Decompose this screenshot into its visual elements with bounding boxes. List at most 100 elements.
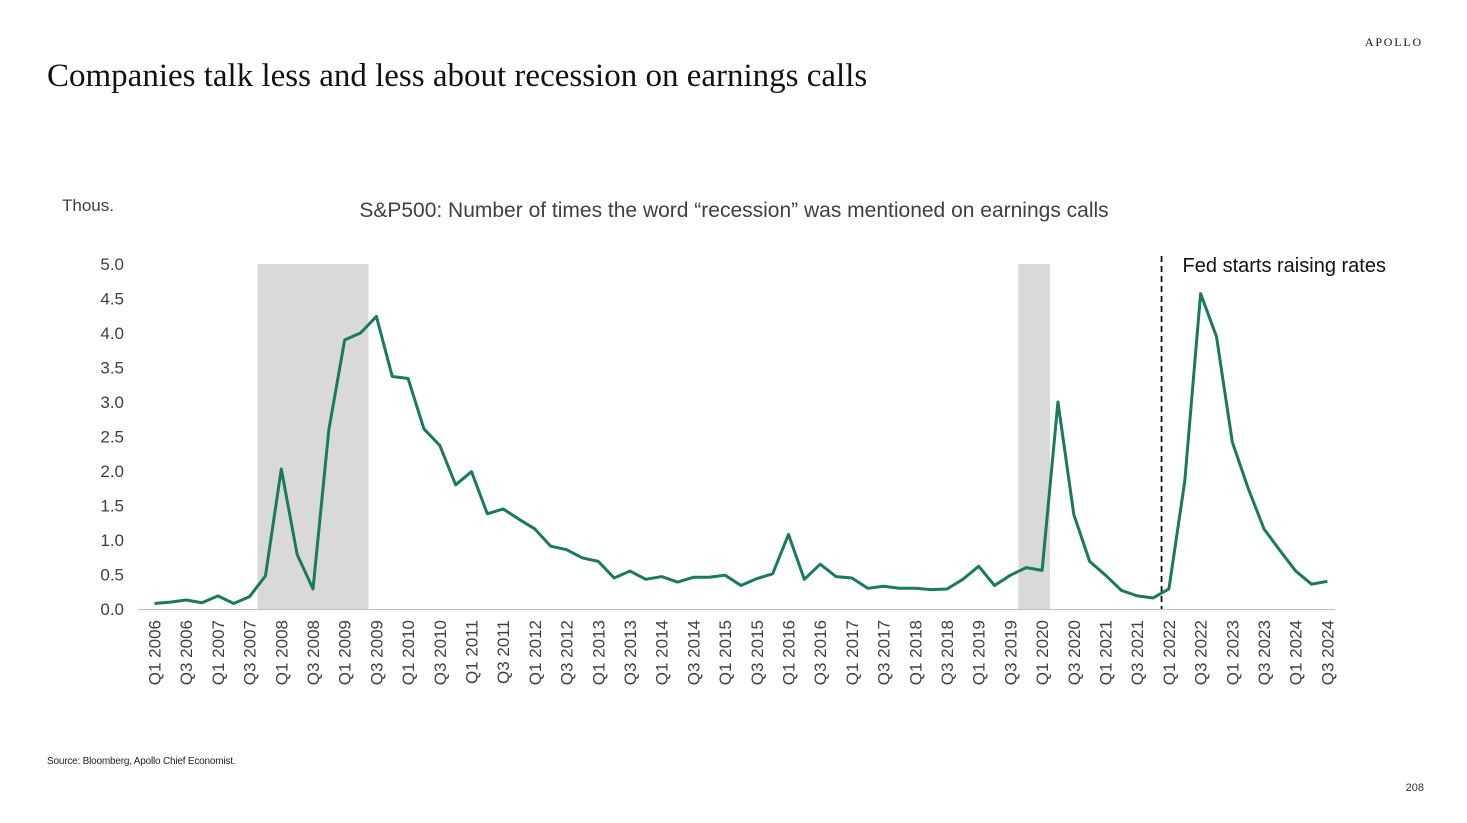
x-tick-label: Q1 2008: [272, 620, 291, 685]
data-point: [1120, 589, 1123, 592]
data-point: [1263, 527, 1266, 530]
data-point: [629, 570, 632, 573]
data-point: [771, 572, 774, 575]
data-point: [724, 574, 727, 577]
data-point: [613, 576, 616, 579]
data-point: [232, 602, 235, 605]
data-point: [312, 587, 315, 590]
x-tick-label: Q1 2009: [336, 620, 355, 685]
data-point: [454, 483, 457, 486]
data-point: [1183, 480, 1186, 483]
brand-logo: APOLLO: [1364, 35, 1423, 49]
recession-band-2: [1018, 264, 1051, 609]
data-point: [1072, 513, 1075, 516]
data-point: [946, 587, 949, 590]
data-point: [866, 587, 869, 590]
x-tick-label: Q1 2010: [399, 620, 418, 685]
x-tick-label: Q1 2012: [526, 620, 545, 685]
data-point: [914, 587, 917, 590]
data-point: [359, 332, 362, 335]
x-tick-label: Q3 2010: [431, 620, 450, 685]
data-point: [1041, 569, 1044, 572]
x-tick-label: Q3 2013: [621, 620, 640, 685]
x-tick-label: Q3 2012: [558, 620, 577, 685]
data-point: [1326, 580, 1329, 583]
recession-band-1: [257, 264, 369, 609]
data-point: [692, 576, 695, 579]
x-tick-label: Q1 2013: [589, 620, 608, 685]
x-tick-label: Q3 2008: [304, 620, 323, 685]
data-point: [644, 578, 647, 581]
x-tick-label: Q1 2014: [653, 620, 672, 685]
data-point: [977, 565, 980, 568]
data-point: [1167, 587, 1170, 590]
x-tick-label: Q1 2015: [716, 620, 735, 685]
data-point: [1009, 574, 1012, 577]
x-tick-label: Q1 2024: [1287, 620, 1306, 685]
y-tick-label: 2.5: [100, 428, 124, 447]
y-tick-label: 3.0: [100, 393, 124, 412]
x-tick-label: Q1 2019: [970, 620, 989, 685]
data-point: [1215, 335, 1218, 338]
x-tick-label: Q1 2006: [146, 620, 165, 685]
data-point: [391, 375, 394, 378]
data-point: [660, 575, 663, 578]
data-point: [502, 507, 505, 510]
data-point: [185, 599, 188, 602]
x-tick-label: Q3 2007: [241, 620, 260, 685]
data-point: [216, 594, 219, 597]
data-point: [343, 338, 346, 341]
data-point: [1247, 487, 1250, 490]
y-tick-label: 1.0: [100, 531, 124, 550]
data-point: [787, 533, 790, 536]
y-axis: 0.0 0.5 1.0 1.5 2.0 2.5 3.0 3.5 4.0 4.5 5.0: [100, 255, 124, 619]
data-point: [422, 427, 425, 430]
data-point: [153, 602, 156, 605]
data-point: [755, 577, 758, 580]
x-tick-label: Q3 2016: [811, 620, 830, 685]
data-point: [470, 470, 473, 473]
data-point: [1310, 583, 1313, 586]
y-tick-label: 3.5: [100, 359, 124, 378]
data-point: [739, 584, 742, 587]
x-tick-label: Q3 2015: [748, 620, 767, 685]
data-point: [407, 377, 410, 380]
data-point: [819, 563, 822, 566]
data-point: [676, 581, 679, 584]
data-point: [1278, 549, 1281, 552]
x-tick-label: Q3 2011: [494, 620, 513, 684]
data-point: [803, 578, 806, 581]
data-point: [1136, 594, 1139, 597]
data-point: [296, 553, 299, 556]
x-tick-label: Q1 2016: [780, 620, 799, 685]
chart-title: S&P500: Number of times the word “recess…: [359, 199, 1108, 222]
x-tick-label: Q3 2023: [1255, 620, 1274, 685]
data-point: [993, 584, 996, 587]
y-unit-label: Thous.: [62, 196, 114, 215]
x-tick-label: Q1 2017: [843, 620, 862, 685]
x-tick-label: Q1 2021: [1097, 620, 1116, 685]
data-point: [549, 545, 552, 548]
data-point: [533, 527, 536, 530]
x-tick-label: Q3 2006: [177, 620, 196, 685]
x-tick-label: Q3 2014: [684, 620, 703, 685]
data-point: [169, 601, 172, 604]
data-point: [264, 574, 267, 577]
x-tick-label: Q3 2020: [1065, 620, 1084, 685]
data-point: [280, 467, 283, 470]
data-point: [930, 588, 933, 591]
data-point: [1025, 566, 1028, 569]
data-point: [835, 575, 838, 578]
data-point: [375, 315, 378, 318]
x-tick-label: Q3 2024: [1318, 620, 1337, 685]
data-point: [201, 601, 204, 604]
slide-title: Companies talk less and less about reces…: [47, 58, 868, 94]
y-tick-label: 4.5: [100, 290, 124, 309]
data-point: [708, 576, 711, 579]
data-point: [486, 512, 489, 515]
data-point: [1088, 560, 1091, 563]
data-point: [1056, 401, 1059, 404]
y-tick-label: 1.5: [100, 497, 124, 516]
x-tick-label: Q3 2017: [875, 620, 894, 685]
x-tick-label: Q1 2011: [463, 620, 482, 684]
